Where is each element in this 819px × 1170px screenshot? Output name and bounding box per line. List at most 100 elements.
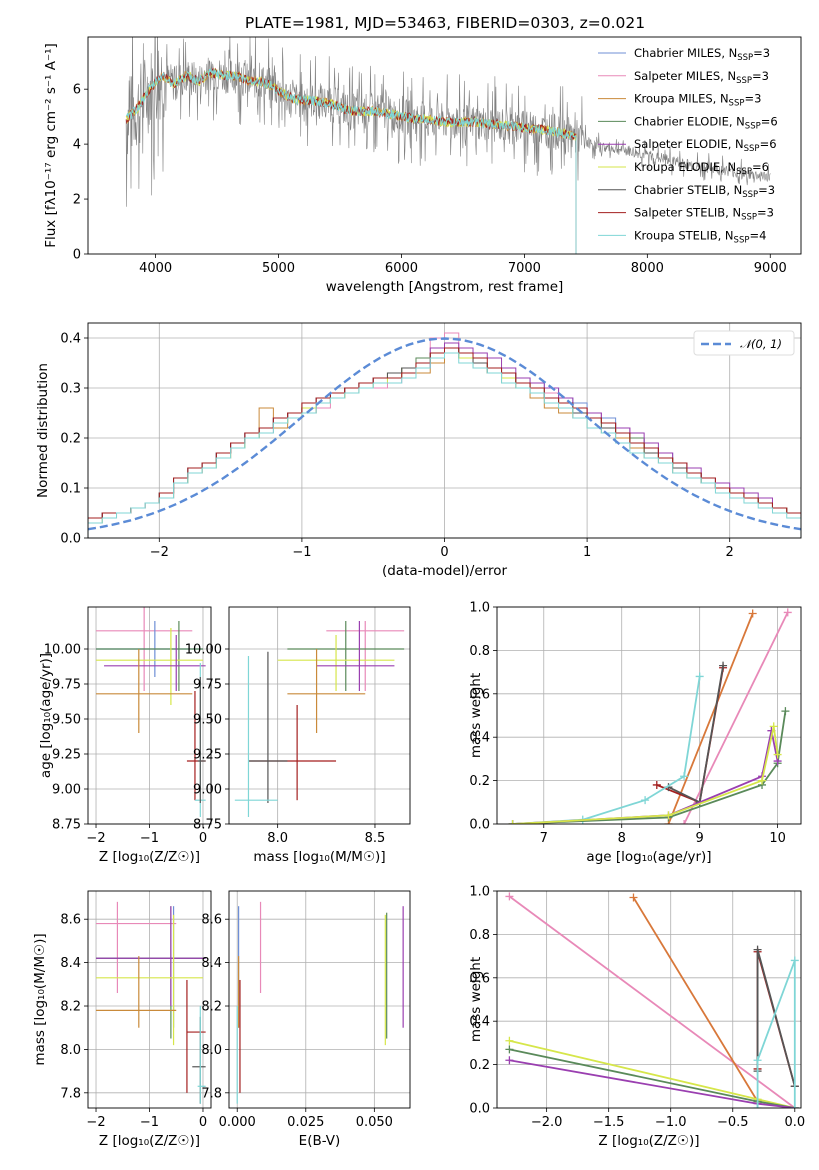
y-tick-label: 9.50: [52, 713, 81, 728]
weight-series: [509, 1039, 796, 1108]
weight-series: [756, 949, 796, 1087]
errorbars: [96, 901, 206, 1104]
x-tick-label: 10: [769, 831, 786, 846]
y-axis-label: Normed distribution: [35, 363, 51, 498]
y-tick-label: 0.0: [469, 818, 490, 833]
y-tick-label: 8.75: [193, 818, 222, 833]
normal-curve: [88, 337, 801, 531]
y-tick-label: 9.00: [52, 783, 81, 798]
legend-label: Chabrier MILES, NSSP=3: [634, 46, 770, 63]
weight-point: [505, 1056, 514, 1065]
y-tick-label: 0.4: [469, 1015, 490, 1030]
x-tick-label: 8: [618, 831, 626, 846]
weight-point: [695, 672, 704, 681]
y-tick-label: 8.2: [60, 1000, 81, 1015]
y-tick-label: 8.0: [60, 1043, 81, 1058]
y-tick-label: 6: [73, 83, 81, 98]
y-axis-label: mass weight: [468, 673, 484, 758]
x-tick-label: −2: [150, 545, 169, 560]
legend-label: 𝒩(0, 1): [740, 337, 782, 351]
model-spectrum: [125, 67, 577, 254]
y-tick-label: 0: [73, 248, 81, 263]
weight-series: [509, 1048, 795, 1108]
y-tick-label: 0.4: [469, 731, 490, 746]
mass-weight-vs-metallicity-panel: −2.0 −1.5 −1.0 −0.5 0.0 0.0 0.2 0.4 0.6 0.8 1.0 Z […: [468, 885, 805, 1150]
mass-vs-ebv-panel: 0.000 0.025 0.050 7.8 8.0 8.2 8.4 8.6 E(B-V): [201, 890, 411, 1149]
legend-label: Salpeter MILES, NSSP=3: [634, 69, 769, 86]
y-tick-label: 9.25: [193, 748, 222, 763]
plot-frame: [87, 36, 802, 255]
y-tick-label: 0.8: [469, 644, 490, 659]
x-tick-label: 0: [440, 545, 448, 560]
weight-point: [508, 820, 517, 824]
model-spectrum: [126, 68, 577, 254]
histogram-series: [88, 352, 801, 538]
weight-series: [508, 895, 796, 1108]
y-tick-label: 9.75: [52, 678, 81, 693]
x-tick-label: −2.0: [531, 1115, 563, 1130]
x-tick-label: 0.000: [219, 1115, 256, 1130]
legend-label: Salpeter STELIB, NSSP=3: [634, 206, 774, 223]
weight-point: [505, 1036, 514, 1045]
model-spectrum: [125, 68, 577, 254]
spectrum-lines: [125, 37, 771, 254]
x-tick-label: 1: [583, 545, 591, 560]
figure-title: PLATE=1981, MJD=53463, FIBERID=0303, z=0…: [245, 14, 645, 32]
y-tick-label: 0.2: [469, 1058, 490, 1073]
weight-point: [790, 956, 799, 965]
y-tick-label: 10.00: [185, 643, 222, 658]
weight-point: [753, 1104, 762, 1108]
y-tick-label: 8.2: [201, 1000, 222, 1015]
y-tick-label: 0.1: [60, 482, 81, 497]
legend-label: Kroupa MILES, NSSP=3: [634, 92, 761, 109]
x-tick-label: 7: [540, 831, 548, 846]
x-tick-label: 0: [199, 1115, 207, 1130]
weight-point: [783, 608, 792, 617]
x-tick-label: 5000: [262, 261, 295, 276]
y-tick-label: 9.75: [193, 678, 222, 693]
y-axis-label: mass [log₁₀(M/M☉)]: [32, 933, 48, 1065]
weight-series: [632, 897, 759, 1102]
y-tick-label: 0.3: [60, 382, 81, 397]
plot-frame: [496, 606, 802, 825]
weight-series: [512, 711, 787, 824]
weight-point: [664, 811, 673, 820]
weight-point: [753, 1056, 762, 1065]
plot-frame: [228, 606, 411, 825]
y-tick-label: 0.4: [60, 332, 81, 347]
mass-weight-vs-age-panel: 7 8 9 10 0.0 0.2 0.4 0.6 0.8 1.0 age [log₁₀(age/yr…: [468, 601, 802, 865]
y-tick-label: 0.2: [60, 432, 81, 447]
y-tick-label: 1.0: [469, 885, 490, 900]
y-tick-label: 9.00: [193, 783, 222, 798]
x-tick-label: 0.025: [287, 1115, 324, 1130]
y-axis-label: age [log₁₀(age/yr)]: [38, 653, 54, 778]
y-tick-label: 0.6: [469, 687, 490, 702]
x-tick-label: 9000: [754, 261, 787, 276]
y-tick-label: 4: [73, 138, 81, 153]
y-tick-label: 8.4: [201, 956, 222, 971]
observed-spectrum: [125, 37, 771, 207]
mass-vs-metallicity-panel: −2 −1 0 7.8 8.0 8.2 8.4 8.6 Z [log₁₀(Z/Z☉)] mass …: [32, 890, 212, 1149]
y-tick-label: 0.0: [469, 1102, 490, 1117]
x-tick-label: −1.5: [593, 1115, 625, 1130]
plot-frame: [87, 322, 802, 539]
x-tick-label: −1: [140, 1115, 159, 1130]
x-tick-label: 9: [696, 831, 704, 846]
x-tick-label: −1: [292, 545, 311, 560]
weight-point: [680, 820, 689, 824]
x-tick-label: 4000: [139, 261, 172, 276]
x-tick-label: 6000: [385, 261, 418, 276]
x-axis-label: Z [log₁₀(Z/Z☉)]: [598, 1133, 699, 1149]
residual-histogram-panel: −2 −1 0 1 2 0.0 0.1 0.2 0.3 0.4 (data-model)/error…: [35, 322, 802, 579]
age-vs-metallicity-panel: −2 −1 0 8.75 9.00 9.25 9.50 9.75 10.00 Z [log₁₀(Z…: [38, 606, 212, 865]
x-axis-label: E(B-V): [299, 1133, 341, 1149]
weight-point: [748, 609, 757, 618]
x-tick-label: 0: [199, 831, 207, 846]
x-tick-label: 2: [726, 545, 734, 560]
x-tick-label: −2: [86, 831, 105, 846]
y-tick-label: 2: [73, 193, 81, 208]
y-tick-label: 8.75: [52, 818, 81, 833]
y-tick-label: 8.6: [60, 913, 81, 928]
weight-point: [641, 796, 650, 805]
x-axis-label: mass [log₁₀(M/M☉)]: [253, 849, 385, 865]
